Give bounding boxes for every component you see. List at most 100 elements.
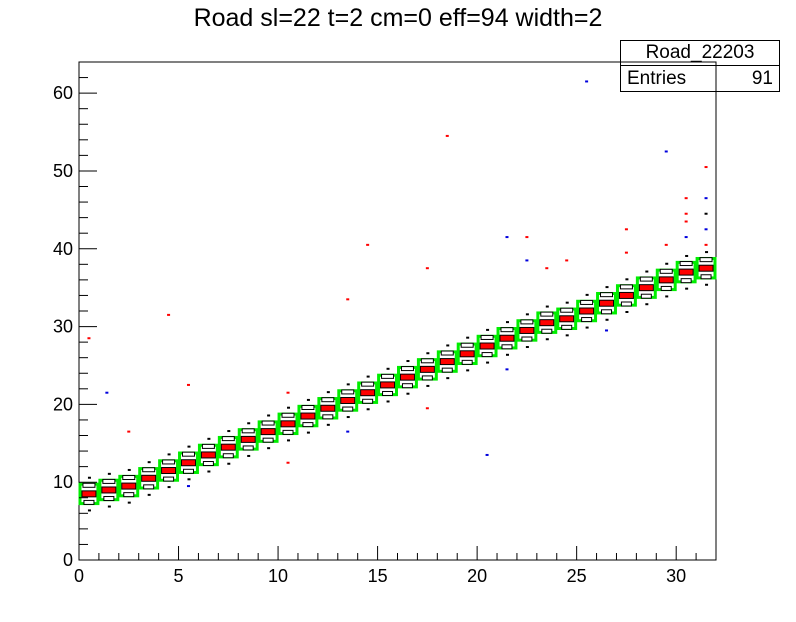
- bin-cell: [441, 367, 453, 373]
- bin-dot: [267, 414, 271, 417]
- bin-dot: [426, 384, 430, 387]
- bin-cell: [481, 352, 493, 358]
- hit-cell: [638, 284, 654, 292]
- outlier-hit: [664, 243, 668, 246]
- bin-cell: [619, 284, 633, 290]
- outlier-hit: [684, 197, 688, 200]
- bin-cell: [281, 412, 295, 418]
- bin-cell: [520, 319, 534, 325]
- plot-frame: [78, 61, 717, 561]
- x-tick-label: 5: [174, 566, 184, 586]
- hit-cell: [260, 428, 276, 436]
- bin-cell: [302, 422, 314, 428]
- bin-cell: [521, 336, 533, 342]
- bin-dot: [207, 470, 211, 473]
- outlier-hit: [684, 220, 688, 223]
- hit-cell: [81, 490, 97, 498]
- outlier-hit: [87, 337, 91, 340]
- x-tick-label: 15: [368, 566, 388, 586]
- bin-cell: [420, 358, 434, 364]
- bin-dot: [505, 353, 509, 356]
- bin-dot: [147, 493, 151, 496]
- x-tick-label: 20: [467, 566, 487, 586]
- hit-cell: [340, 396, 356, 404]
- hit-cell: [141, 474, 157, 482]
- bin-cell: [301, 404, 315, 410]
- bin-dot: [705, 251, 709, 254]
- hit-cell: [599, 299, 615, 307]
- outlier-hit: [425, 267, 429, 270]
- outlier-hit: [704, 197, 708, 200]
- bin-cell: [700, 274, 712, 280]
- stats-box: Road_22203 Entries 91: [620, 40, 780, 92]
- bin-cell: [659, 268, 673, 274]
- bin-dot: [167, 453, 171, 456]
- bin-dot: [466, 336, 470, 339]
- bin-cell: [282, 429, 294, 435]
- bin-dot: [605, 318, 609, 321]
- bin-dot: [466, 369, 470, 372]
- bin-cell: [560, 307, 574, 313]
- x-tick-label: 25: [567, 566, 587, 586]
- bin-cell: [580, 299, 594, 305]
- bin-cell: [83, 499, 95, 505]
- outlier-hit: [525, 259, 529, 262]
- bin-dot: [366, 408, 370, 411]
- bin-cell: [181, 451, 195, 457]
- bin-cell: [480, 334, 494, 340]
- bin-dot: [505, 321, 509, 324]
- bin-cell: [142, 467, 156, 473]
- bin-dot: [87, 476, 91, 479]
- bin-dot: [406, 392, 410, 395]
- bin-cell: [163, 476, 175, 482]
- bin-dot: [446, 377, 450, 380]
- bin-cell: [561, 324, 573, 330]
- bin-dot: [107, 505, 111, 508]
- bin-dot: [287, 439, 291, 442]
- bin-dot: [227, 430, 231, 433]
- outlier-hit: [565, 259, 569, 262]
- outlier-hit: [704, 166, 708, 169]
- stats-entries-label: Entries: [627, 68, 687, 89]
- bin-cell: [640, 293, 652, 299]
- hit-cell: [419, 365, 435, 373]
- y-tick-label: 60: [53, 83, 73, 103]
- hit-cell: [459, 350, 475, 358]
- bin-dot: [525, 313, 529, 316]
- outlier-hit: [505, 368, 509, 371]
- outlier-hit: [605, 329, 609, 332]
- bin-cell: [461, 359, 473, 365]
- hit-cell: [479, 342, 495, 350]
- bin-dot: [605, 286, 609, 289]
- bin-cell: [123, 492, 135, 498]
- bin-cell: [103, 496, 115, 502]
- bin-cell: [400, 366, 414, 372]
- bin-dot: [625, 278, 629, 281]
- outlier-hit: [127, 430, 131, 433]
- bin-dot: [525, 346, 529, 349]
- bin-cell: [362, 398, 374, 404]
- bin-dot: [207, 437, 211, 440]
- chart-axes: 0 5 10 15 20 25 30 0 10 20 30 40 50 60: [53, 61, 717, 586]
- bin-dot: [565, 301, 569, 304]
- hit-cell: [698, 264, 714, 272]
- hit-cell: [300, 412, 316, 420]
- bin-cell: [242, 445, 254, 451]
- outlier-hit: [545, 267, 549, 270]
- bin-cell: [342, 406, 354, 412]
- bin-cell: [541, 328, 553, 334]
- bin-dot: [665, 262, 669, 265]
- bin-dot: [446, 344, 450, 347]
- hit-cell: [220, 443, 236, 451]
- bin-cell: [699, 257, 713, 263]
- bin-dot: [287, 406, 291, 409]
- hit-cell: [579, 307, 595, 315]
- x-tick-label: 30: [666, 566, 686, 586]
- outlier-hit: [346, 430, 350, 433]
- outlier-hit: [704, 212, 708, 215]
- bin-cell: [182, 468, 194, 474]
- bin-dot: [247, 422, 251, 425]
- hit-cell: [280, 420, 296, 428]
- bin-dot: [486, 328, 490, 331]
